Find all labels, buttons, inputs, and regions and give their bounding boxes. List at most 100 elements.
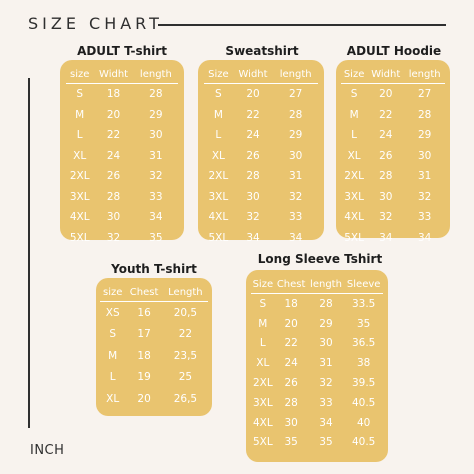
table-row: 4XL 32 33 xyxy=(204,207,318,228)
value-cell: 31 xyxy=(417,170,432,183)
value-cell: 22 xyxy=(284,337,298,350)
value-cell: 20 xyxy=(106,108,121,121)
table-row: 2XL 28 31 xyxy=(204,166,318,187)
table-header-row: Size Widht length xyxy=(341,66,445,84)
column-header: Chest xyxy=(125,284,163,302)
youth-tshirt-card: size Chest Length XS 16 20,5 S 17 22 M 18 23,5… xyxy=(96,278,212,416)
value-cell: 29 xyxy=(289,129,303,142)
size-cell: M xyxy=(75,108,85,121)
value-cell: 40 xyxy=(356,416,371,429)
value-cell: 31 xyxy=(289,170,303,183)
table-row: 3XL 30 32 xyxy=(341,187,445,208)
value-cell: 28 xyxy=(379,170,393,183)
table-row: 4XL 30 34 xyxy=(66,207,178,228)
size-cell: 2XL xyxy=(252,377,273,390)
table-row: XL 26 30 xyxy=(204,146,318,167)
table-row: XL 20 26,5 xyxy=(100,388,208,410)
value-cell: 35 xyxy=(319,436,333,449)
adult-tshirt-card: size Widht length S 18 28 M 20 29 L 22 30 XL 24… xyxy=(60,60,184,244)
table-row: S 20 27 xyxy=(204,84,318,105)
adult-hoodie-table: Size Widht length S 20 27 M 22 28 L 24 29 XL 26… xyxy=(341,66,445,248)
value-cell: 28 xyxy=(149,88,163,101)
size-cell: S xyxy=(259,297,267,310)
value-cell: 33 xyxy=(289,211,303,224)
size-cell: XL xyxy=(347,149,361,162)
value-cell: 30 xyxy=(417,149,432,162)
value-cell: 31 xyxy=(319,357,333,370)
size-cell: 2XL xyxy=(69,170,90,183)
size-cell: 4XL xyxy=(252,416,273,429)
long-sleeve-card: Size Chest length Sleeve S 18 28 33.5 M 20 29… xyxy=(246,270,388,462)
value-cell: 32 xyxy=(149,170,163,183)
value-cell: 34 xyxy=(319,416,333,429)
value-cell: 20 xyxy=(137,392,151,405)
size-cell: 5XL xyxy=(69,231,90,244)
table-header-row: Size Chest length Sleeve xyxy=(251,276,383,294)
table-row: 5XL 32 35 xyxy=(66,228,178,249)
column-header: size xyxy=(66,66,94,84)
youth-tshirt-table: size Chest Length XS 16 20,5 S 17 22 M 18 23,5… xyxy=(100,284,208,410)
size-cell: 3XL xyxy=(252,396,273,409)
value-cell: 18 xyxy=(137,349,151,362)
size-cell: S xyxy=(350,88,358,101)
value-cell: 29 xyxy=(319,317,333,330)
size-cell: 4XL xyxy=(344,211,364,224)
column-header: Widht xyxy=(232,66,274,84)
value-cell: 35 xyxy=(149,231,163,244)
value-cell: 34 xyxy=(379,231,393,244)
value-cell: 30 xyxy=(106,211,121,224)
value-cell: 30 xyxy=(289,149,303,162)
size-cell: 5XL xyxy=(344,231,364,244)
table-row: S 18 28 33.5 xyxy=(251,294,383,314)
size-cell: L xyxy=(109,371,116,384)
value-cell: 35 xyxy=(284,436,298,449)
size-cell: 3XL xyxy=(208,190,229,203)
value-cell: 17 xyxy=(137,328,151,341)
value-cell: 29 xyxy=(149,108,163,121)
value-cell: 19 xyxy=(137,371,151,384)
value-cell: 20 xyxy=(246,88,260,101)
column-header: Chest xyxy=(274,276,308,294)
size-cell: L xyxy=(215,129,222,142)
value-cell: 26 xyxy=(106,170,121,183)
column-header: Length xyxy=(162,284,208,302)
table-row: XS 16 20,5 xyxy=(100,302,208,324)
column-header: Sleeve xyxy=(344,276,383,294)
value-cell: 28 xyxy=(319,297,333,310)
value-cell: 27 xyxy=(289,88,303,101)
value-cell: 35 xyxy=(356,317,371,330)
table-row: 2XL 28 31 xyxy=(341,166,445,187)
column-header: size xyxy=(100,284,126,302)
table-row: 3XL 30 32 xyxy=(204,187,318,208)
value-cell: 38 xyxy=(356,357,371,370)
column-header: Widht xyxy=(93,66,134,84)
value-cell: 33 xyxy=(319,396,333,409)
size-cell: 5XL xyxy=(252,436,273,449)
value-cell: 28 xyxy=(289,108,303,121)
size-cell: L xyxy=(259,337,266,350)
size-cell: M xyxy=(349,108,359,121)
value-cell: 30 xyxy=(284,416,298,429)
adult-tshirt-table: size Widht length S 18 28 M 20 29 L 22 30 XL 24… xyxy=(66,66,178,248)
column-header: length xyxy=(404,66,445,84)
table-row: L 22 30 36.5 xyxy=(251,334,383,354)
table-header-row: Size Widht length xyxy=(204,66,318,84)
table-row: 5XL 34 34 xyxy=(204,228,318,249)
table-header-row: size Widht length xyxy=(66,66,178,84)
value-cell: 32 xyxy=(289,190,303,203)
table-row: XL 24 31 xyxy=(66,146,178,167)
header-divider xyxy=(158,24,446,26)
value-cell: 18 xyxy=(284,297,298,310)
vertical-divider xyxy=(28,78,30,428)
value-cell: 28 xyxy=(417,108,432,121)
value-cell: 33.5 xyxy=(351,297,376,310)
sweatshirt-title: Sweatshirt xyxy=(225,44,299,58)
value-cell: 22 xyxy=(246,108,260,121)
value-cell: 31 xyxy=(149,149,163,162)
value-cell: 26,5 xyxy=(173,392,198,405)
size-cell: S xyxy=(215,88,222,101)
column-header: length xyxy=(273,66,318,84)
size-cell: L xyxy=(76,129,83,142)
value-cell: 28 xyxy=(246,170,260,183)
size-cell: XL xyxy=(256,357,270,370)
